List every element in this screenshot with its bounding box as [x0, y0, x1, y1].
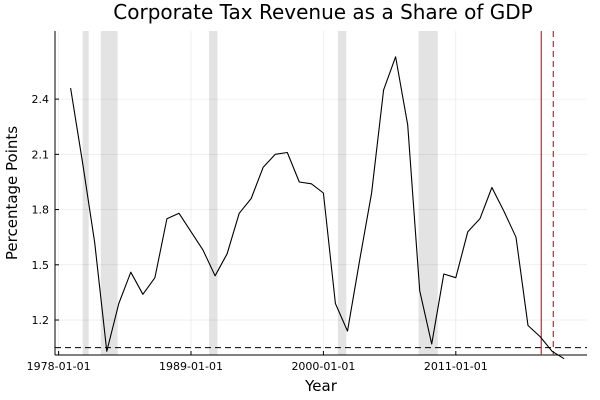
y-tick-label-4: 2.4 [32, 93, 50, 106]
y-tick-label-2: 1.8 [32, 204, 50, 217]
recession-band-4 [418, 31, 438, 355]
recession-band-0 [82, 31, 89, 355]
recession-band-2 [209, 31, 218, 355]
x-tick-label-1: 1989-01-01 [159, 360, 223, 373]
y-tick-label-3: 2.1 [32, 148, 50, 161]
y-tick-label-1: 1.5 [32, 259, 50, 272]
x-tick-label-3: 2011-01-01 [424, 360, 488, 373]
chart-title: Corporate Tax Revenue as a Share of GDP [113, 0, 532, 24]
recession-band-1 [100, 31, 118, 355]
series-line-0 [70, 56, 565, 360]
x-tick-label-2: 2000-01-01 [291, 360, 355, 373]
y-tick-label-0: 1.2 [32, 314, 50, 327]
x-axis-label: Year [304, 377, 338, 395]
plot-area: 1.2 1.5 1.8 2.1 2.4 1978-01-01 1989-01-01 2000-… [27, 31, 587, 373]
x-tick-label-0: 1978-01-01 [27, 360, 91, 373]
y-axis-label: Percentage Points [3, 126, 21, 260]
recession-band-3 [337, 31, 347, 355]
